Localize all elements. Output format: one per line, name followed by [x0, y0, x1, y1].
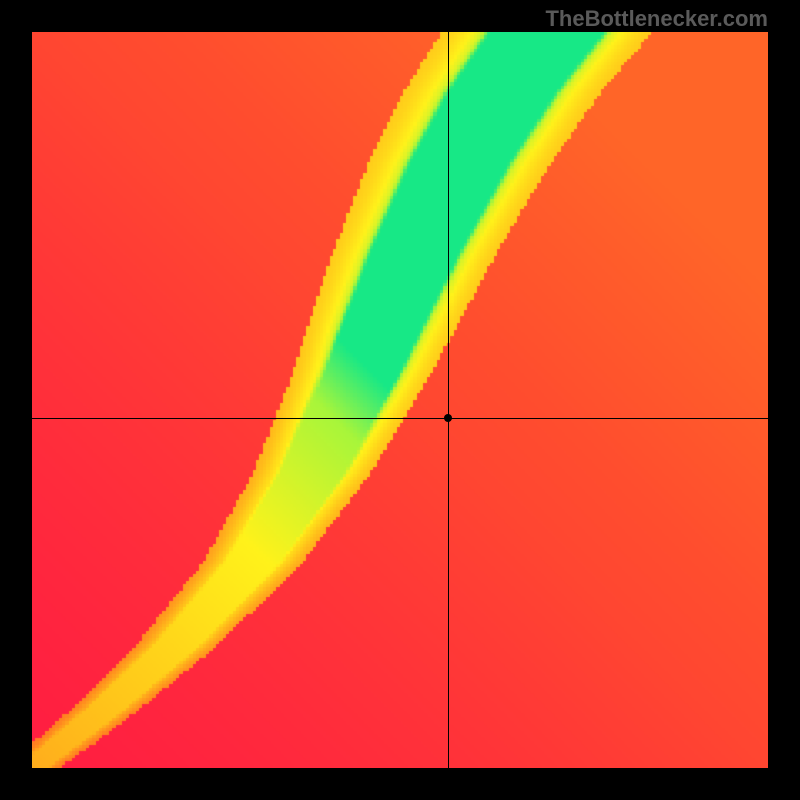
heatmap-canvas	[32, 32, 768, 768]
heatmap-plot-area	[32, 32, 768, 768]
crosshair-marker	[444, 414, 452, 422]
watermark-text: TheBottlenecker.com	[545, 6, 768, 32]
crosshair-horizontal	[32, 418, 768, 419]
crosshair-vertical	[448, 32, 449, 768]
